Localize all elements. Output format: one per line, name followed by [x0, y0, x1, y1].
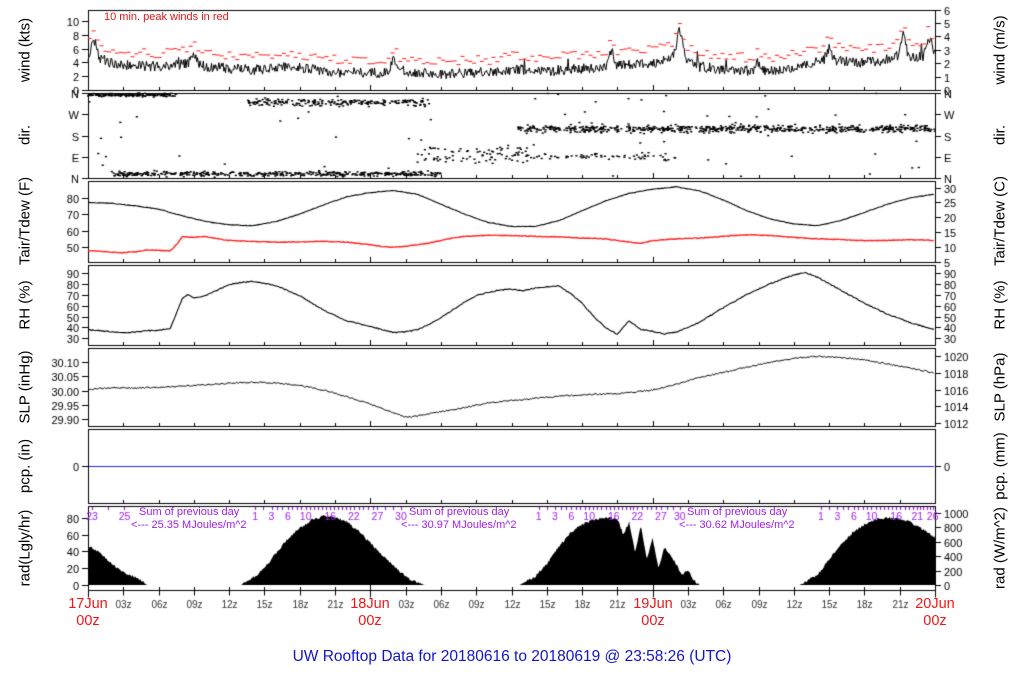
rad-sum-day2: Sum of previous day <--- 30.97 MJoules/m…	[401, 506, 517, 531]
day-label-hour: 00z	[76, 613, 100, 629]
slp-right-axis-label: SLP (hPa)	[991, 352, 1009, 422]
dir-left-axis-label: dir.	[16, 124, 34, 146]
rad-sum-value: <--- 30.97 MJoules/m^2	[401, 518, 517, 531]
rad-sum-text: Sum of previous day	[687, 506, 788, 518]
rad-sum-value: <--- 25.35 MJoules/m^2	[131, 518, 247, 531]
peak-wind-note: 10 min. peak winds in red	[104, 11, 229, 23]
day-label-date: 20Jun	[915, 596, 955, 612]
rad-sum-text: Sum of previous day	[139, 506, 240, 518]
dir-right-axis-label: dir.	[991, 124, 1009, 146]
temp-right-axis-label: Tair/Tdew (C)	[991, 175, 1009, 267]
rad-right-axis-label: rad (W/m^2)	[991, 506, 1009, 590]
page-title: UW Rooftop Data for 20180616 to 20180619…	[292, 648, 732, 665]
rad-sum-value: <--- 30.62 MJoules/m^2	[679, 518, 795, 531]
day-label-hour: 00z	[923, 613, 947, 629]
temp-left-axis-label: Tair/Tdew (F)	[16, 176, 34, 266]
rh-left-axis-label: RH (%)	[16, 280, 34, 330]
day-label-17jun: 17Jun 00z	[45, 596, 131, 630]
day-label-hour: 00z	[358, 613, 382, 629]
rh-right-axis-label: RH (%)	[991, 280, 1009, 330]
wind-right-axis-label: wind (m/s)	[991, 15, 1009, 85]
rad-sum-day1: Sum of previous day <--- 25.35 MJoules/m…	[131, 506, 247, 531]
slp-left-axis-label: SLP (inHg)	[16, 350, 34, 424]
day-label-20jun: 20Jun 00z	[892, 596, 978, 630]
wind-left-axis-label: wind (kts)	[16, 17, 34, 83]
day-label-date: 18Jun	[350, 596, 390, 612]
day-label-18jun: 18Jun 00z	[327, 596, 413, 630]
pcp-left-axis-label: pcp. (in)	[16, 438, 34, 494]
rad-left-axis-label: rad(Lgly/hr)	[16, 509, 34, 587]
day-label-hour: 00z	[641, 613, 665, 629]
day-label-date: 17Jun	[68, 596, 108, 612]
day-label-19jun: 19Jun 00z	[610, 596, 696, 630]
rad-sum-day3: Sum of previous day <--- 30.62 MJoules/m…	[679, 506, 795, 531]
rad-sum-text: Sum of previous day	[409, 506, 510, 518]
day-label-date: 19Jun	[633, 596, 673, 612]
pcp-right-axis-label: pcp. (mm)	[991, 432, 1009, 500]
